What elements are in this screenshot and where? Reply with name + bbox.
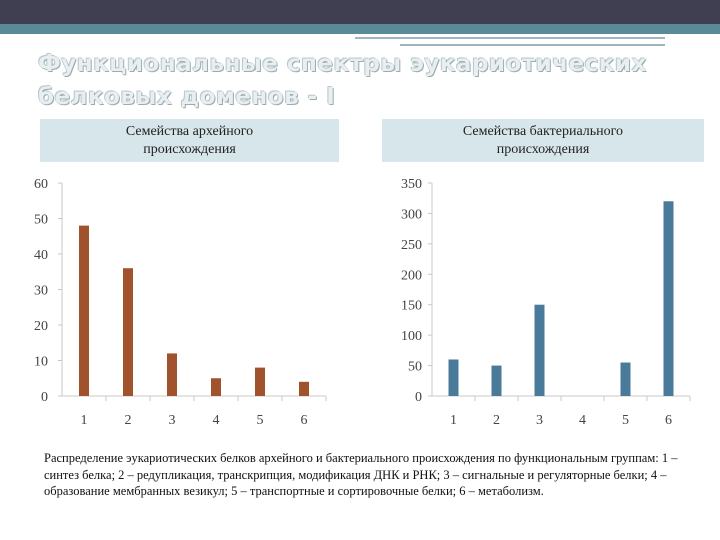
archaeal-bar-5 — [255, 367, 265, 396]
bacterial-x-tick-label: 5 — [622, 413, 629, 428]
archaeal-header-line2: происхождения — [143, 141, 236, 157]
archaeal-bar-3 — [167, 353, 177, 396]
archaeal-x-tick-label: 5 — [257, 413, 264, 428]
archaeal-x-tick-label: 2 — [125, 413, 132, 428]
archaeal-y-tick-label: 30 — [34, 284, 48, 299]
archaeal-y-tick-label: 10 — [34, 355, 48, 370]
archaeal-x-tick-label: 4 — [213, 413, 220, 428]
archaeal-y-tick-label: 50 — [34, 213, 48, 228]
slide-title-line1: Функциональные спектры эукариотических — [38, 51, 647, 77]
bacterial-y-tick-label: 100 — [401, 329, 422, 344]
figure-caption: Распределение эукариотических белков арх… — [44, 451, 678, 498]
bacterial-bar-5 — [620, 362, 631, 396]
bacterial-y-tick-label: 0 — [415, 390, 422, 405]
archaeal-header: Семейства архейного происхождения — [40, 119, 339, 162]
bacterial-x-tick-label: 4 — [579, 413, 586, 428]
archaeal-header-line1: Семейства архейного — [125, 123, 254, 139]
archaeal-y-tick-label: 20 — [34, 319, 48, 334]
bacterial-x-tick-label: 3 — [536, 413, 543, 428]
bacterial-x-tick-label: 1 — [450, 413, 457, 428]
archaeal-y-tick-label: 0 — [41, 390, 48, 405]
archaeal-bar-1 — [79, 225, 89, 396]
bacterial-bar-2 — [491, 365, 502, 396]
bacterial-y-tick-label: 300 — [401, 207, 422, 222]
archaeal-x-tick-label: 3 — [169, 413, 176, 428]
bacterial-y-tick-label: 200 — [401, 268, 422, 283]
slide-title-line2: белковых доменов - I — [38, 84, 336, 110]
bacterial-bar-1 — [448, 359, 459, 396]
bacterial-y-tick-label: 350 — [401, 177, 422, 192]
bacterial-bar-6 — [663, 201, 674, 396]
decor-line-top — [355, 37, 665, 39]
decor-line-bottom — [400, 44, 665, 46]
archaeal-x-tick-label: 1 — [81, 413, 88, 428]
bacterial-x-tick-label: 6 — [665, 413, 672, 428]
top-accent-bar — [0, 24, 720, 34]
archaeal-y-tick-label: 60 — [34, 177, 48, 192]
bacterial-y-tick-label: 150 — [401, 299, 422, 314]
bacterial-header: Семейства бактериального происхождения — [382, 119, 704, 162]
archaeal-x-tick-label: 6 — [301, 413, 308, 428]
archaeal-y-tick-label: 40 — [34, 248, 48, 263]
archaeal-bar-4 — [211, 378, 221, 396]
bacterial-header-line2: происхождения — [496, 141, 590, 157]
slide-title: Функциональные спектры эукариотических б… — [38, 48, 698, 114]
archaeal-bar-2 — [123, 268, 133, 396]
top-bar — [0, 0, 720, 24]
bacterial-bar-3 — [534, 304, 545, 396]
bacterial-y-tick-label: 250 — [401, 238, 422, 253]
bacterial-header-line1: Семейства бактериального — [462, 123, 624, 139]
bacterial-y-tick-label: 50 — [408, 360, 422, 375]
bacterial-x-tick-label: 2 — [493, 413, 500, 428]
archaeal-bar-6 — [299, 381, 309, 396]
